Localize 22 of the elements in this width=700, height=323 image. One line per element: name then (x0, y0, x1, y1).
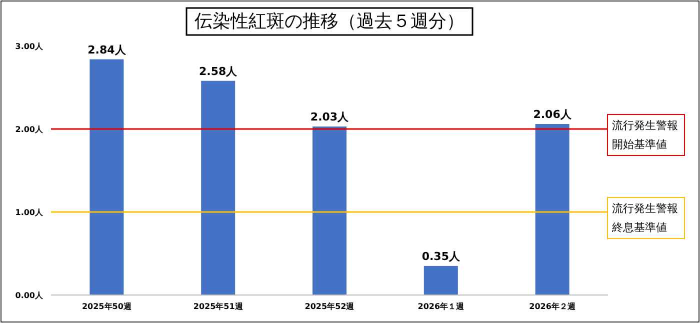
y-tick-label: 2.00人 (15, 125, 44, 134)
ref-line-label: 流行発生警報終息基準値 (607, 197, 685, 239)
x-tick-label: 2025年52週 (304, 302, 356, 311)
x-tick-label: 2026年２週 (529, 302, 576, 311)
data-label: 2.03人 (310, 110, 350, 124)
x-tick-label: 2026年１週 (418, 302, 466, 311)
x-tick-label: 2025年51週 (193, 302, 244, 311)
bar (90, 59, 124, 295)
y-tick-label: 0.00人 (15, 291, 44, 300)
y-tick-label: 1.00人 (15, 208, 44, 217)
bar (201, 80, 236, 295)
data-label: 2.58人 (199, 64, 238, 78)
bar (312, 126, 346, 295)
ref-line-label: 流行発生警報開始基準値 (607, 114, 685, 156)
data-label: 0.35人 (422, 250, 461, 263)
x-tick-label: 2025年50週 (82, 302, 132, 311)
chart-title: 伝染性紅斑の推移（過去５週分） (194, 11, 464, 32)
data-label: 2.84人 (88, 43, 127, 56)
bar (535, 124, 570, 295)
bar (424, 266, 458, 295)
y-tick-label: 3.00人 (15, 42, 44, 51)
data-label: 2.06人 (533, 108, 572, 122)
